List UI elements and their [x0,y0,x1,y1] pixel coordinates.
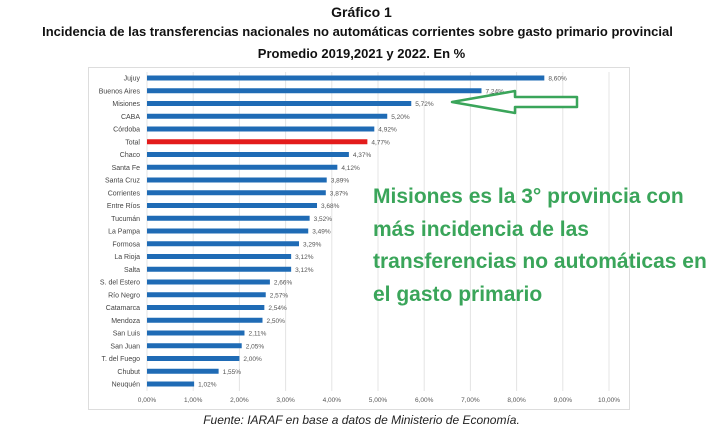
bar-misiones [147,101,412,106]
bar-san-juan [147,343,242,349]
bar-neuqu-n [147,381,195,387]
bar-salta [147,266,292,272]
category-label: Misiones [112,101,140,108]
category-label: Chubut [117,369,140,376]
value-label: 3,68% [321,203,340,210]
category-label: Corrientes [108,190,141,197]
bar-entre-r-os [147,203,318,208]
category-label: Santa Cruz [105,178,141,185]
category-label: San Luis [113,331,141,338]
x-tick-label: 4,00% [323,397,342,404]
bar-caba [147,113,388,119]
value-label: 8,60% [548,76,567,83]
category-label: Río Negro [108,292,140,299]
bar-r-o-negro [147,292,266,298]
bar-la-pampa [147,228,309,234]
category-label: Mendoza [111,318,140,325]
category-label: T. del Fuego [101,356,140,363]
bar-total [147,139,368,145]
category-label: La Pampa [108,229,140,236]
value-label: 3,49% [312,229,331,236]
value-label: 2,54% [268,305,287,312]
chart-period: Promedio 2019,2021 y 2022. En % [257,46,466,61]
value-label: 3,52% [314,216,333,223]
chart-subtitle: Incidencia de las transferencias naciona… [42,24,673,39]
bar-buenos-aires [147,88,482,94]
value-label: 2,50% [267,318,286,325]
category-label: CABA [121,114,140,121]
category-label: La Rioja [114,254,140,261]
category-label: San Juan [110,343,140,350]
chart-title: Gráfico 1 [331,4,392,20]
x-tick-label: 3,00% [276,397,295,404]
category-label: Salta [124,267,140,274]
bar-la-rioja [147,254,292,259]
bar-tucum-n [147,215,310,221]
value-label: 3,12% [295,254,314,261]
bar-t-del-fuego [147,356,240,361]
value-label: 2,57% [270,292,289,299]
bar-santa-cruz [147,177,327,183]
chart-frame [88,67,630,410]
category-label: Neuquén [112,382,141,389]
category-label: Entre Ríos [107,203,141,210]
value-label: 4,92% [378,127,397,134]
value-label: 1,02% [198,382,217,389]
x-tick-label: 2,00% [230,397,249,404]
value-label: 1,55% [223,369,242,376]
bar-formosa [147,241,299,247]
value-label: 5,72% [415,101,434,108]
bar-catamarca [147,305,265,310]
bar-jujuy [147,75,545,81]
category-label: Catamarca [106,305,140,312]
value-label: 3,29% [303,241,322,248]
bar-san-luis [147,330,245,336]
value-label: 5,20% [391,114,410,121]
value-label: 3,12% [295,267,314,274]
arrow-icon [450,89,579,115]
bar-mendoza [147,317,263,323]
category-label: Córdoba [113,127,140,134]
value-label: 4,77% [371,139,390,146]
value-label: 4,37% [353,152,372,159]
category-label: Santa Fe [112,165,141,172]
value-label: 2,00% [243,356,262,363]
value-label: 2,05% [246,343,265,350]
bar-s-del-estero [147,279,270,285]
category-label: Formosa [112,241,140,248]
category-label: Buenos Aires [99,88,141,95]
bar-santa-fe [147,164,338,170]
value-label: 3,89% [331,178,350,185]
value-label: 3,87% [330,190,349,197]
x-tick-label: 1,00% [184,397,203,404]
bar-chubut [147,368,219,374]
bar-corrientes [147,190,326,196]
category-label: S. del Estero [100,280,140,287]
x-tick-label: 0,00% [138,397,157,404]
x-tick-label: 8,00% [507,397,526,404]
value-label: 4,12% [341,165,360,172]
bar-chaco [147,152,349,157]
bar-c-rdoba [147,126,375,132]
x-tick-label: 9,00% [554,397,573,404]
value-label: 2,66% [274,280,293,287]
category-label: Jujuy [124,76,141,83]
x-tick-label: 7,00% [461,397,480,404]
source-note: Fuente: IARAF en base a datos de Ministe… [203,413,520,427]
category-label: Total [125,139,140,146]
value-label: 7,24% [485,88,504,95]
value-label: 2,11% [248,331,266,338]
category-label: Chaco [120,152,140,159]
x-tick-label: 5,00% [369,397,388,404]
x-tick-label: 6,00% [415,397,434,404]
x-tick-label: 10,00% [598,397,620,404]
annotation-text: Misiones es la 3° provincia con más inci… [373,185,707,306]
category-label: Tucumán [111,216,140,223]
